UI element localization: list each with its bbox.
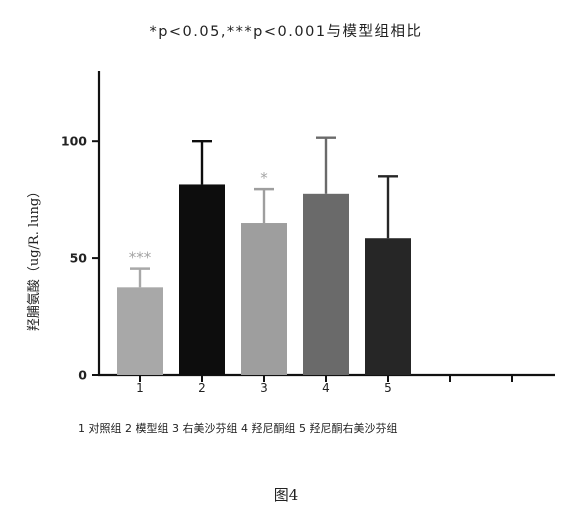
x-tick-label: 5: [384, 381, 392, 395]
x-tick-label: 4: [322, 381, 330, 395]
legend-text: 1 对照组 2 模型组 3 右美沙芬组 4 羟尼酮组 5 羟尼酮右美沙芬组: [78, 421, 397, 435]
bar-1: [117, 287, 163, 375]
chart-title: *p<0.05,***p<0.001与模型组相比: [149, 23, 422, 40]
x-tick-label: 1: [136, 381, 144, 395]
bar-2: [179, 184, 225, 375]
significance-marker: *: [260, 169, 268, 187]
bar-3: [241, 223, 287, 375]
y-tick-label: 50: [70, 251, 88, 266]
y-tick-label: 0: [78, 368, 87, 383]
y-tick-label: 100: [61, 134, 87, 149]
x-tick-label: 2: [198, 381, 206, 395]
bars: [117, 184, 411, 375]
bar-5: [365, 238, 411, 375]
figure-caption: 图4: [274, 486, 299, 504]
x-tick-label: 3: [260, 381, 268, 395]
error-bars: [130, 136, 398, 288]
tick-labels: 0 50 100 1 *** 2 3 * 4 5: [61, 134, 392, 395]
y-axis-label: 羟脯氨酸（ug/R. lung）: [27, 185, 42, 331]
bar-4: [303, 193, 349, 375]
significance-marker: ***: [129, 249, 152, 267]
